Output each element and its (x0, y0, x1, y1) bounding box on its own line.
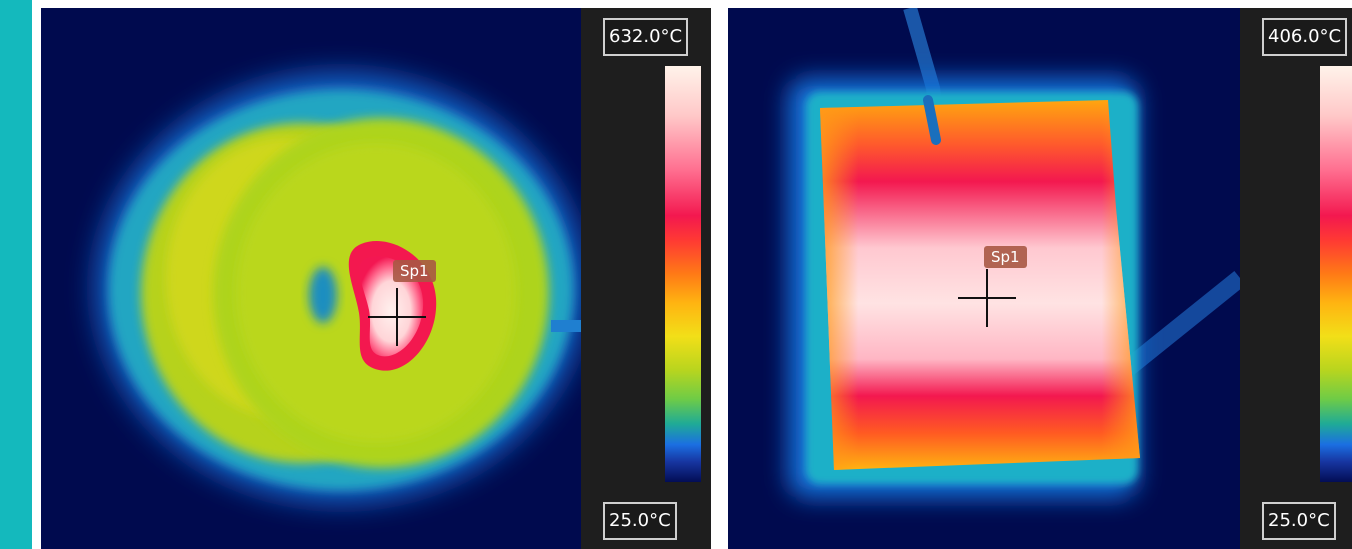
min-temperature-label: 25.0°C (1262, 502, 1336, 540)
color-palette-bar (1320, 66, 1352, 482)
thermal-image-panel-1: Sp1 632.0°C 25.0°C (41, 8, 711, 549)
color-palette-bar (665, 66, 701, 482)
accent-sidebar (0, 0, 32, 549)
thermal-image-panel-2: Sp1 406.0°C 25.0°C (728, 8, 1352, 549)
max-temperature-label: 406.0°C (1262, 18, 1348, 56)
max-temperature-label: 632.0°C (603, 18, 689, 56)
thermal-image-2 (728, 8, 1240, 549)
spot-marker-label: Sp1 (984, 246, 1027, 268)
thermal-image-1 (41, 8, 581, 549)
spot-crosshair-icon (368, 288, 426, 346)
spot-crosshair-icon (958, 269, 1016, 327)
temperature-scale: 632.0°C 25.0°C (581, 8, 711, 549)
min-temperature-label: 25.0°C (603, 502, 677, 540)
spot-marker-label: Sp1 (393, 260, 436, 282)
temperature-scale: 406.0°C 25.0°C (1240, 8, 1352, 549)
